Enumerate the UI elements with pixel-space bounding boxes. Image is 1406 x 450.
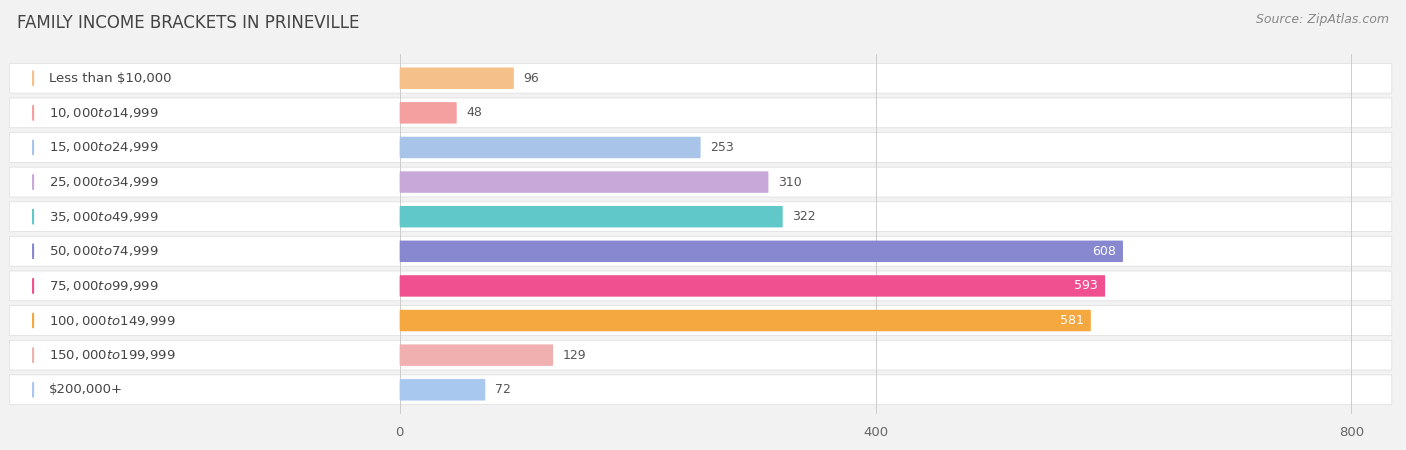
Text: $50,000 to $74,999: $50,000 to $74,999: [49, 244, 159, 258]
Text: Source: ZipAtlas.com: Source: ZipAtlas.com: [1256, 14, 1389, 27]
FancyBboxPatch shape: [399, 171, 769, 193]
FancyBboxPatch shape: [399, 379, 485, 400]
Text: $150,000 to $199,999: $150,000 to $199,999: [49, 348, 176, 362]
Text: 253: 253: [710, 141, 734, 154]
Text: $25,000 to $34,999: $25,000 to $34,999: [49, 175, 159, 189]
Text: $75,000 to $99,999: $75,000 to $99,999: [49, 279, 159, 293]
FancyBboxPatch shape: [399, 241, 1123, 262]
Text: 322: 322: [792, 210, 815, 223]
Text: 608: 608: [1092, 245, 1116, 258]
FancyBboxPatch shape: [399, 102, 457, 124]
Text: 72: 72: [495, 383, 510, 396]
Text: 129: 129: [562, 349, 586, 362]
Text: $100,000 to $149,999: $100,000 to $149,999: [49, 314, 176, 328]
Text: $10,000 to $14,999: $10,000 to $14,999: [49, 106, 159, 120]
FancyBboxPatch shape: [10, 375, 1392, 405]
Text: Less than $10,000: Less than $10,000: [49, 72, 172, 85]
Text: $15,000 to $24,999: $15,000 to $24,999: [49, 140, 159, 154]
Text: 48: 48: [467, 106, 482, 119]
Text: 96: 96: [523, 72, 538, 85]
Text: $200,000+: $200,000+: [49, 383, 122, 396]
FancyBboxPatch shape: [10, 306, 1392, 335]
FancyBboxPatch shape: [399, 275, 1105, 297]
FancyBboxPatch shape: [399, 206, 783, 227]
FancyBboxPatch shape: [10, 236, 1392, 266]
FancyBboxPatch shape: [399, 310, 1091, 331]
FancyBboxPatch shape: [399, 344, 553, 366]
FancyBboxPatch shape: [10, 167, 1392, 197]
Text: 593: 593: [1074, 279, 1098, 292]
FancyBboxPatch shape: [10, 340, 1392, 370]
Text: FAMILY INCOME BRACKETS IN PRINEVILLE: FAMILY INCOME BRACKETS IN PRINEVILLE: [17, 14, 360, 32]
Text: $35,000 to $49,999: $35,000 to $49,999: [49, 210, 159, 224]
FancyBboxPatch shape: [10, 63, 1392, 93]
FancyBboxPatch shape: [10, 202, 1392, 232]
FancyBboxPatch shape: [10, 271, 1392, 301]
FancyBboxPatch shape: [10, 98, 1392, 128]
FancyBboxPatch shape: [10, 133, 1392, 162]
FancyBboxPatch shape: [399, 68, 513, 89]
Text: 310: 310: [778, 176, 801, 189]
Text: 581: 581: [1060, 314, 1084, 327]
FancyBboxPatch shape: [399, 137, 700, 158]
